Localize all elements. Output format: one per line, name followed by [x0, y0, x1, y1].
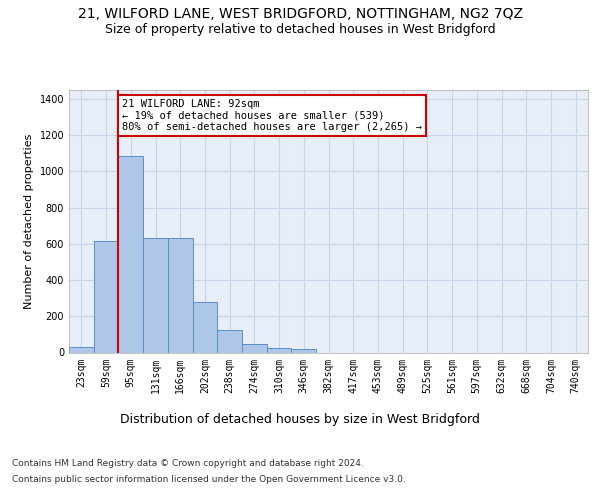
Text: 21, WILFORD LANE, WEST BRIDGFORD, NOTTINGHAM, NG2 7QZ: 21, WILFORD LANE, WEST BRIDGFORD, NOTTIN…	[77, 8, 523, 22]
Text: Size of property relative to detached houses in West Bridgford: Size of property relative to detached ho…	[104, 22, 496, 36]
Bar	[94, 241, 118, 352]
Bar	[242, 344, 267, 352]
Bar	[193, 302, 217, 352]
Bar	[267, 348, 292, 352]
Text: Distribution of detached houses by size in West Bridgford: Distribution of detached houses by size …	[120, 412, 480, 426]
Y-axis label: Number of detached properties: Number of detached properties	[24, 134, 34, 309]
Text: 21 WILFORD LANE: 92sqm
← 19% of detached houses are smaller (539)
80% of semi-de: 21 WILFORD LANE: 92sqm ← 19% of detached…	[122, 99, 422, 132]
Text: Contains HM Land Registry data © Crown copyright and database right 2024.: Contains HM Land Registry data © Crown c…	[12, 458, 364, 468]
Bar	[118, 156, 143, 352]
Bar	[168, 238, 193, 352]
Bar	[143, 238, 168, 352]
Text: Contains public sector information licensed under the Open Government Licence v3: Contains public sector information licen…	[12, 475, 406, 484]
Bar	[292, 349, 316, 352]
Bar	[69, 347, 94, 352]
Bar	[217, 330, 242, 352]
